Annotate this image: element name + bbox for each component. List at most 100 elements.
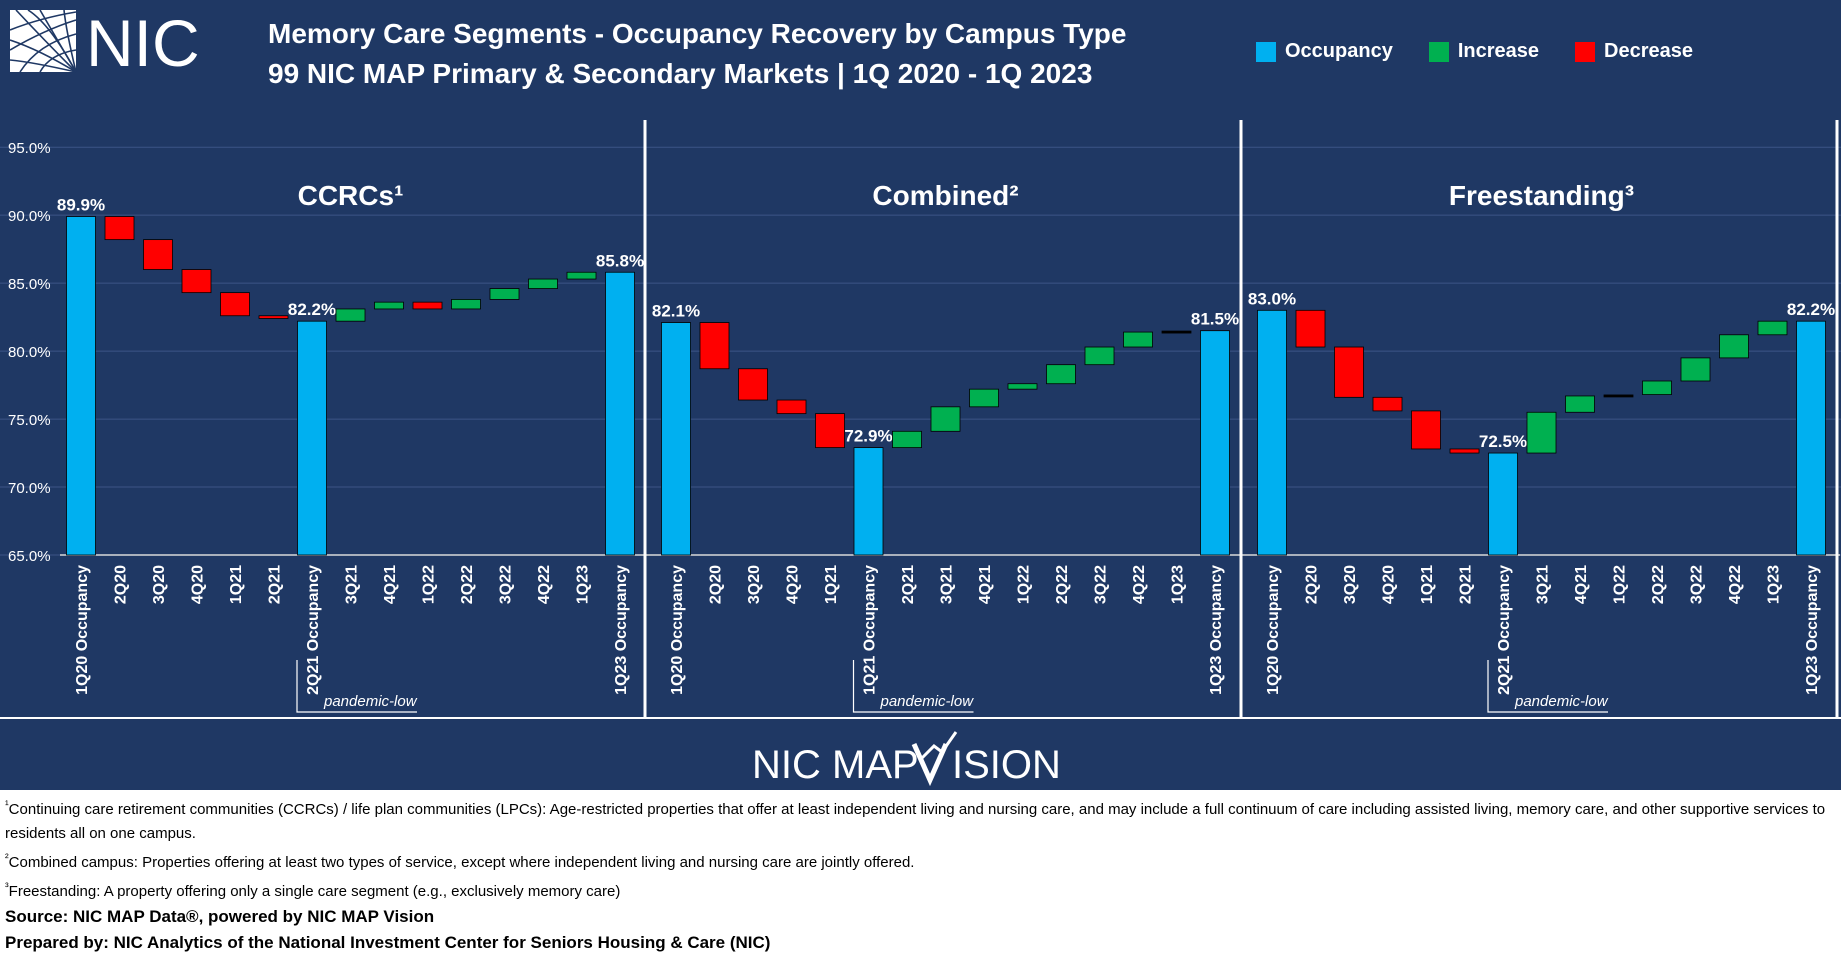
- x-tick-label: 1Q22: [421, 565, 438, 604]
- decrease-bar: [776, 399, 807, 415]
- legend-item-decrease: Decrease: [1575, 40, 1693, 63]
- occupancy-bar: [661, 322, 691, 556]
- decrease-bar: [258, 315, 289, 319]
- x-tick-label: 1Q23: [1170, 565, 1187, 604]
- brand-trend-arrow: [920, 731, 958, 760]
- footnote-1-mark: ¹: [5, 799, 9, 811]
- pandemic-low-label: pandemic-low: [1514, 693, 1609, 710]
- occupancy-bar: [1257, 309, 1287, 556]
- pandemic-low-bracket: [1487, 660, 1608, 713]
- y-tick-label: 85.0%: [8, 276, 51, 293]
- decrease-bar: [1334, 346, 1364, 398]
- increase-bar: [489, 288, 520, 300]
- x-tick-label: 1Q21: [1419, 565, 1436, 604]
- panel-title: CCRCs¹: [298, 180, 404, 211]
- increase-bar: [335, 308, 366, 322]
- x-tick-label: 1Q20 Occupancy: [74, 565, 91, 695]
- occupancy-bar: [1200, 330, 1230, 556]
- nic-map-vision-logo: NIC MAP ISION: [752, 731, 1060, 786]
- pandemic-low-label: pandemic-low: [880, 693, 975, 710]
- decrease-bar: [220, 292, 250, 317]
- x-tick-label: 4Q21: [977, 565, 994, 604]
- data-label: 82.1%: [652, 302, 700, 321]
- data-label: 72.9%: [844, 427, 892, 446]
- increase-bar: [1123, 331, 1153, 348]
- logo-text: NIC: [86, 10, 200, 76]
- y-tick-label: 80.0%: [8, 344, 51, 361]
- x-tick-label: 1Q21: [823, 565, 840, 604]
- increase-bar: [374, 301, 404, 310]
- source-line: Source: NIC MAP Data®, powered by NIC MA…: [5, 907, 435, 926]
- x-tick-label: 3Q20: [151, 565, 168, 604]
- x-tick-label: 3Q22: [1689, 565, 1706, 604]
- y-tick-label: 70.0%: [8, 480, 51, 497]
- decrease-bar: [181, 269, 212, 294]
- increase-bar: [1046, 364, 1076, 385]
- title-block: Memory Care Segments - Occupancy Recover…: [268, 14, 1126, 94]
- decrease-bar: [738, 368, 768, 401]
- footnote-2-text: Combined campus: Properties offering at …: [8, 854, 915, 871]
- legend: Occupancy Increase Decrease: [1256, 40, 1693, 63]
- increase-bar: [1719, 334, 1749, 359]
- x-tick-label: 2Q21 Occupancy: [1496, 565, 1513, 695]
- x-tick-label: 3Q21: [1535, 565, 1552, 604]
- x-tick-label: 1Q21 Occupancy: [862, 565, 879, 695]
- x-tick-label: 4Q22: [1727, 565, 1744, 604]
- x-tick-label: 2Q22: [1054, 565, 1071, 604]
- footnote-1: ¹Continuing care retirement communities …: [5, 793, 1835, 846]
- waterfall-charts: 95.0% 90.0% 85.0% 80.0% 75.0% 70.0% 65.0% CCRCs…: [0, 120, 1841, 719]
- x-tick-label: 3Q20: [1342, 565, 1359, 604]
- x-tick-label: 1Q22: [1016, 565, 1033, 604]
- pandemic-low-bracket: [296, 660, 417, 713]
- increase-bar: [566, 271, 597, 280]
- legend-swatch-increase: [1428, 41, 1449, 62]
- footnote-1-text: Continuing care retirement communities (…: [5, 801, 1826, 842]
- x-tick-label: 2Q22: [1650, 565, 1667, 604]
- legend-label-decrease: Decrease: [1604, 40, 1693, 62]
- chart-title: Memory Care Segments - Occupancy Recover…: [268, 18, 1127, 49]
- increase-bar: [1757, 320, 1788, 336]
- x-tick-label: 1Q23: [575, 565, 592, 604]
- decrease-bar: [1449, 448, 1480, 454]
- x-tick-label: 2Q21: [900, 565, 917, 604]
- x-tick-label: 1Q23: [1766, 565, 1783, 604]
- x-tick-label: 3Q22: [1093, 565, 1110, 604]
- footnotes: ¹Continuing care retirement communities …: [5, 793, 1835, 956]
- panel-title: Freestanding³: [1449, 180, 1634, 211]
- x-tick-label: 2Q20: [1304, 565, 1321, 604]
- decrease-bar: [815, 413, 845, 449]
- y-tick-label: 75.0%: [8, 412, 51, 429]
- x-tick-label: 4Q21: [382, 565, 399, 604]
- increase-bar: [1565, 395, 1595, 413]
- data-label: 82.2%: [1787, 300, 1835, 319]
- x-tick-label: 4Q21: [1573, 565, 1590, 604]
- x-tick-label: 4Q20: [785, 565, 802, 604]
- occupancy-bar: [1488, 452, 1518, 556]
- increase-bar: [892, 430, 922, 449]
- footnote-3: ³Freestanding: A property offering only …: [5, 875, 1835, 904]
- x-tick-label: 3Q20: [746, 565, 763, 604]
- increase-bar: [1642, 380, 1672, 395]
- footnote-2-mark: ²: [5, 852, 9, 864]
- flat-change-bar: [1603, 394, 1634, 398]
- x-tick-label: 2Q21 Occupancy: [305, 565, 322, 695]
- flat-change-bar: [1161, 330, 1192, 334]
- brand-text-right: ISION: [952, 743, 1060, 786]
- data-label: 85.8%: [596, 251, 644, 270]
- increase-bar: [528, 278, 558, 289]
- occupancy-bar: [1796, 320, 1826, 556]
- data-label: 72.5%: [1479, 432, 1527, 451]
- increase-bar: [451, 299, 481, 310]
- decrease-bar: [1372, 396, 1403, 412]
- pandemic-low-label: pandemic-low: [323, 693, 418, 710]
- x-tick-label: 1Q23 Occupancy: [1208, 565, 1225, 695]
- x-tick-label: 3Q22: [498, 565, 515, 604]
- footnote-2: ²Combined campus: Properties offering at…: [5, 846, 1835, 875]
- occupancy-bar: [853, 447, 884, 556]
- increase-bar: [1526, 411, 1557, 454]
- decrease-bar: [104, 216, 135, 241]
- occupancy-bar: [66, 216, 96, 556]
- increase-bar: [1680, 357, 1711, 382]
- legend-label-occupancy: Occupancy: [1285, 40, 1393, 62]
- brand-v-mark: [911, 742, 949, 786]
